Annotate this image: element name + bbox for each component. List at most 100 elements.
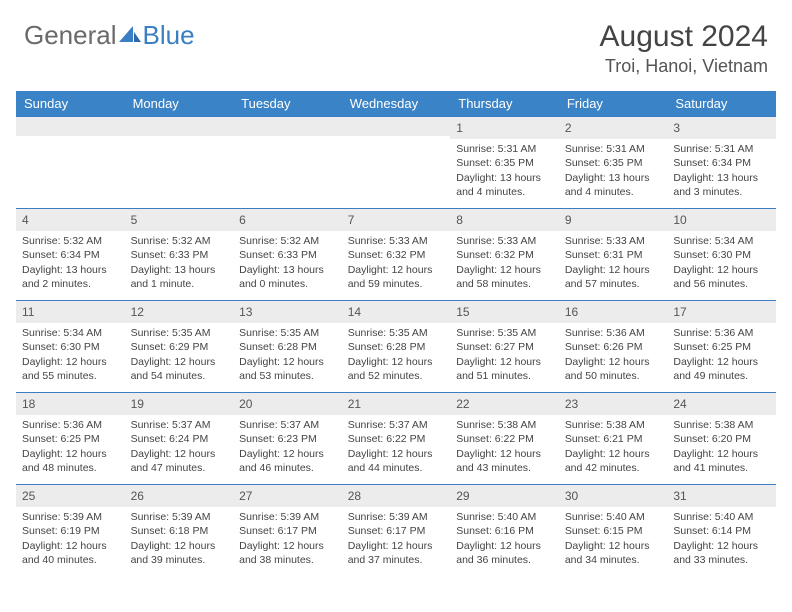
day-cell: 16Sunrise: 5:36 AMSunset: 6:26 PMDayligh… [559, 301, 668, 393]
week-row: 1Sunrise: 5:31 AMSunset: 6:35 PMDaylight… [16, 117, 776, 209]
sunset-line: Sunset: 6:22 PM [456, 432, 553, 446]
sunrise-line: Sunrise: 5:33 AM [348, 234, 445, 248]
daylight-line: Daylight: 13 hours and 1 minute. [131, 263, 228, 291]
sunrise-line: Sunrise: 5:39 AM [131, 510, 228, 524]
day-body: Sunrise: 5:32 AMSunset: 6:33 PMDaylight:… [233, 231, 342, 295]
day-body: Sunrise: 5:40 AMSunset: 6:15 PMDaylight:… [559, 507, 668, 571]
day-body: Sunrise: 5:36 AMSunset: 6:25 PMDaylight:… [16, 415, 125, 479]
daylight-line: Daylight: 12 hours and 34 minutes. [565, 539, 662, 567]
week-row: 11Sunrise: 5:34 AMSunset: 6:30 PMDayligh… [16, 301, 776, 393]
sunset-line: Sunset: 6:18 PM [131, 524, 228, 538]
day-body: Sunrise: 5:32 AMSunset: 6:34 PMDaylight:… [16, 231, 125, 295]
day-cell: 10Sunrise: 5:34 AMSunset: 6:30 PMDayligh… [667, 209, 776, 301]
day-cell: 7Sunrise: 5:33 AMSunset: 6:32 PMDaylight… [342, 209, 451, 301]
day-cell: 13Sunrise: 5:35 AMSunset: 6:28 PMDayligh… [233, 301, 342, 393]
daylight-line: Daylight: 12 hours and 49 minutes. [673, 355, 770, 383]
daylight-line: Daylight: 12 hours and 52 minutes. [348, 355, 445, 383]
sunset-line: Sunset: 6:34 PM [22, 248, 119, 262]
day-body: Sunrise: 5:31 AMSunset: 6:34 PMDaylight:… [667, 139, 776, 203]
sunset-line: Sunset: 6:16 PM [456, 524, 553, 538]
day-body: Sunrise: 5:33 AMSunset: 6:31 PMDaylight:… [559, 231, 668, 295]
day-cell: 8Sunrise: 5:33 AMSunset: 6:32 PMDaylight… [450, 209, 559, 301]
title-block: August 2024 Troi, Hanoi, Vietnam [600, 20, 768, 77]
col-header-tuesday: Tuesday [233, 91, 342, 117]
daylight-line: Daylight: 13 hours and 0 minutes. [239, 263, 336, 291]
day-number [125, 117, 234, 136]
day-body: Sunrise: 5:37 AMSunset: 6:23 PMDaylight:… [233, 415, 342, 479]
daylight-line: Daylight: 12 hours and 38 minutes. [239, 539, 336, 567]
sunset-line: Sunset: 6:30 PM [673, 248, 770, 262]
day-number: 10 [667, 209, 776, 231]
day-body: Sunrise: 5:34 AMSunset: 6:30 PMDaylight:… [16, 323, 125, 387]
sunset-line: Sunset: 6:15 PM [565, 524, 662, 538]
daylight-line: Daylight: 12 hours and 41 minutes. [673, 447, 770, 475]
day-body: Sunrise: 5:37 AMSunset: 6:24 PMDaylight:… [125, 415, 234, 479]
sunrise-line: Sunrise: 5:37 AM [131, 418, 228, 432]
daylight-line: Daylight: 13 hours and 4 minutes. [456, 171, 553, 199]
sunrise-line: Sunrise: 5:31 AM [673, 142, 770, 156]
day-cell: 17Sunrise: 5:36 AMSunset: 6:25 PMDayligh… [667, 301, 776, 393]
sunset-line: Sunset: 6:24 PM [131, 432, 228, 446]
sunrise-line: Sunrise: 5:32 AM [239, 234, 336, 248]
day-cell: 1Sunrise: 5:31 AMSunset: 6:35 PMDaylight… [450, 117, 559, 209]
daylight-line: Daylight: 12 hours and 48 minutes. [22, 447, 119, 475]
day-number [233, 117, 342, 136]
sunset-line: Sunset: 6:35 PM [456, 156, 553, 170]
brand-logo: General Blue [24, 20, 195, 51]
day-number: 21 [342, 393, 451, 415]
day-cell: 31Sunrise: 5:40 AMSunset: 6:14 PMDayligh… [667, 485, 776, 577]
empty-cell [233, 117, 342, 209]
daylight-line: Daylight: 12 hours and 37 minutes. [348, 539, 445, 567]
day-number: 4 [16, 209, 125, 231]
day-body: Sunrise: 5:35 AMSunset: 6:28 PMDaylight:… [342, 323, 451, 387]
col-header-sunday: Sunday [16, 91, 125, 117]
week-row: 18Sunrise: 5:36 AMSunset: 6:25 PMDayligh… [16, 393, 776, 485]
day-body: Sunrise: 5:39 AMSunset: 6:17 PMDaylight:… [342, 507, 451, 571]
day-cell: 27Sunrise: 5:39 AMSunset: 6:17 PMDayligh… [233, 485, 342, 577]
daylight-line: Daylight: 12 hours and 43 minutes. [456, 447, 553, 475]
title-month: August 2024 [600, 20, 768, 54]
daylight-line: Daylight: 12 hours and 58 minutes. [456, 263, 553, 291]
empty-cell [125, 117, 234, 209]
day-cell: 15Sunrise: 5:35 AMSunset: 6:27 PMDayligh… [450, 301, 559, 393]
sunrise-line: Sunrise: 5:32 AM [131, 234, 228, 248]
daylight-line: Daylight: 12 hours and 42 minutes. [565, 447, 662, 475]
day-number: 30 [559, 485, 668, 507]
day-number: 27 [233, 485, 342, 507]
day-body: Sunrise: 5:35 AMSunset: 6:27 PMDaylight:… [450, 323, 559, 387]
day-number: 9 [559, 209, 668, 231]
day-cell: 25Sunrise: 5:39 AMSunset: 6:19 PMDayligh… [16, 485, 125, 577]
sunset-line: Sunset: 6:33 PM [131, 248, 228, 262]
day-body: Sunrise: 5:31 AMSunset: 6:35 PMDaylight:… [450, 139, 559, 203]
day-cell: 5Sunrise: 5:32 AMSunset: 6:33 PMDaylight… [125, 209, 234, 301]
day-number: 7 [342, 209, 451, 231]
daylight-line: Daylight: 12 hours and 55 minutes. [22, 355, 119, 383]
sunset-line: Sunset: 6:27 PM [456, 340, 553, 354]
day-body: Sunrise: 5:39 AMSunset: 6:19 PMDaylight:… [16, 507, 125, 571]
daylight-line: Daylight: 12 hours and 40 minutes. [22, 539, 119, 567]
daylight-line: Daylight: 13 hours and 4 minutes. [565, 171, 662, 199]
day-cell: 2Sunrise: 5:31 AMSunset: 6:35 PMDaylight… [559, 117, 668, 209]
sunrise-line: Sunrise: 5:32 AM [22, 234, 119, 248]
sunset-line: Sunset: 6:14 PM [673, 524, 770, 538]
day-cell: 20Sunrise: 5:37 AMSunset: 6:23 PMDayligh… [233, 393, 342, 485]
sunset-line: Sunset: 6:17 PM [348, 524, 445, 538]
page-header: General Blue August 2024 Troi, Hanoi, Vi… [0, 0, 792, 85]
day-number: 15 [450, 301, 559, 323]
week-row: 4Sunrise: 5:32 AMSunset: 6:34 PMDaylight… [16, 209, 776, 301]
day-number: 12 [125, 301, 234, 323]
day-number: 29 [450, 485, 559, 507]
day-body: Sunrise: 5:35 AMSunset: 6:29 PMDaylight:… [125, 323, 234, 387]
sunrise-line: Sunrise: 5:38 AM [673, 418, 770, 432]
sunset-line: Sunset: 6:17 PM [239, 524, 336, 538]
day-cell: 30Sunrise: 5:40 AMSunset: 6:15 PMDayligh… [559, 485, 668, 577]
col-header-friday: Friday [559, 91, 668, 117]
sunrise-line: Sunrise: 5:35 AM [131, 326, 228, 340]
daylight-line: Daylight: 12 hours and 46 minutes. [239, 447, 336, 475]
day-body: Sunrise: 5:32 AMSunset: 6:33 PMDaylight:… [125, 231, 234, 295]
sunrise-line: Sunrise: 5:40 AM [565, 510, 662, 524]
day-number: 11 [16, 301, 125, 323]
day-body: Sunrise: 5:37 AMSunset: 6:22 PMDaylight:… [342, 415, 451, 479]
col-header-saturday: Saturday [667, 91, 776, 117]
daylight-line: Daylight: 12 hours and 47 minutes. [131, 447, 228, 475]
